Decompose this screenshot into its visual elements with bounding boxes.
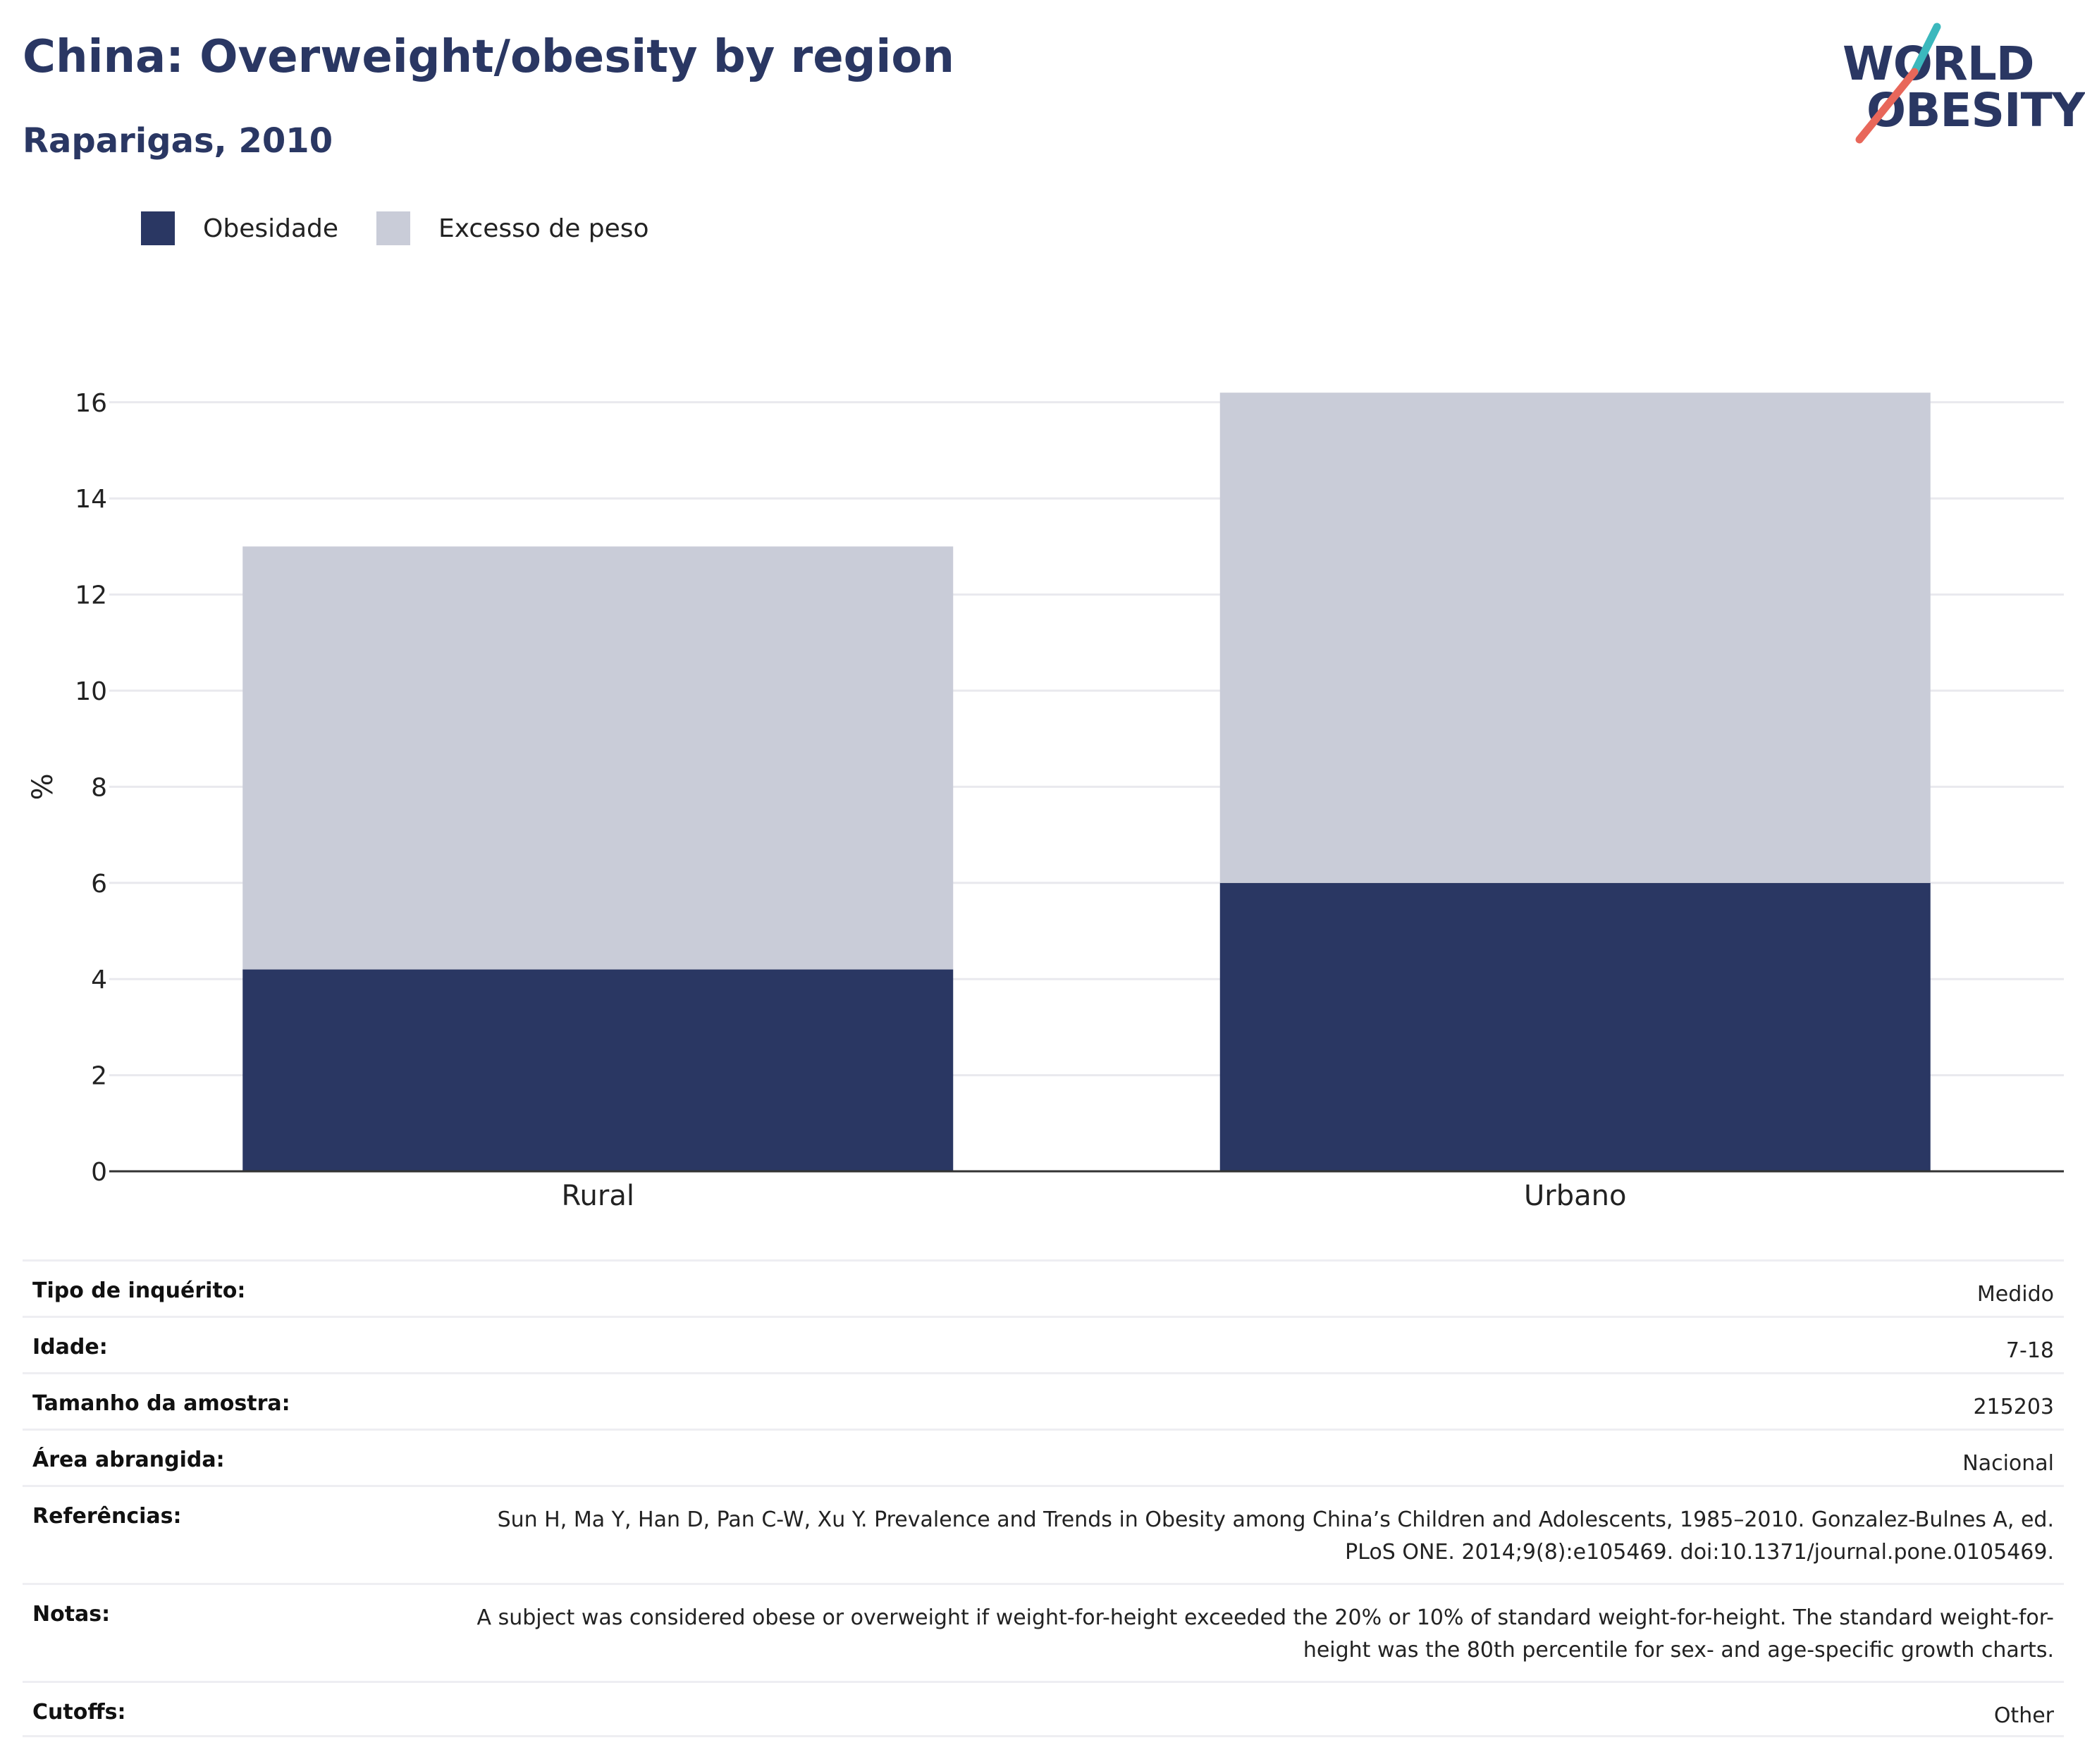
bar-obesidade-urbano xyxy=(1219,882,1931,1171)
bar-obesidade-rural xyxy=(242,969,954,1171)
info-row: Notas: A subject was considered obese or … xyxy=(23,1583,2064,1681)
y-axis-label: % xyxy=(27,773,59,800)
info-row: Tamanho da amostra: 215203 xyxy=(23,1372,2064,1429)
y-tick-label: 10 xyxy=(75,677,107,706)
info-value: Other xyxy=(1993,1703,2054,1728)
info-row: Área abrangida: Nacional xyxy=(23,1429,2064,1485)
info-key: Tipo de inquérito: xyxy=(32,1278,246,1303)
info-value: 215203 xyxy=(1973,1395,2054,1419)
logo-word-obesity: OBESITY xyxy=(1866,83,2085,137)
y-tick-label: 0 xyxy=(91,1158,107,1187)
bar-excesso-de-peso-urbano xyxy=(1219,393,1931,883)
y-tick-label: 16 xyxy=(75,389,107,418)
info-key: Idade: xyxy=(32,1335,108,1359)
info-row: Referências: Sun H, Ma Y, Han D, Pan C-W,… xyxy=(23,1485,2064,1583)
y-tick-label: 4 xyxy=(91,966,107,994)
info-row: Tipo de inquérito: Medido xyxy=(23,1259,2064,1316)
info-row: Idade: 7-18 xyxy=(23,1316,2064,1372)
info-value: A subject was considered obese or overwe… xyxy=(476,1605,2054,1663)
x-tick-label: Rural xyxy=(562,1180,634,1212)
info-value: Medido xyxy=(1976,1282,2054,1307)
info-row: Cutoffs: Other xyxy=(23,1681,2064,1737)
legend-label-excesso-de-peso: Excesso de peso xyxy=(438,214,649,243)
y-tick-label: 2 xyxy=(91,1062,107,1091)
logo-word-world: WORLD xyxy=(1843,37,2035,91)
logo-slash-icon xyxy=(1855,23,1941,144)
bar-excesso-de-peso-rural xyxy=(242,546,954,970)
y-tick-label: 6 xyxy=(91,870,107,899)
info-key: Área abrangida: xyxy=(32,1448,225,1472)
legend-swatch-excesso-de-peso xyxy=(376,211,410,245)
chart-title: China: Overweight/obesity by region xyxy=(23,31,954,83)
info-value: Nacional xyxy=(1962,1451,2054,1476)
info-key: Referências: xyxy=(32,1504,182,1529)
legend-swatch-obesidade xyxy=(141,211,175,245)
x-tick-label: Urbano xyxy=(1524,1180,1626,1212)
info-value: 7-18 xyxy=(2005,1338,2054,1363)
chart-subtitle: Raparigas, 2010 xyxy=(23,121,333,161)
survey-info-table: Tipo de inquérito: Medido Idade: 7-18 Tamanh… xyxy=(23,1259,2064,1737)
info-key: Cutoffs: xyxy=(32,1700,126,1725)
info-key: Notas: xyxy=(32,1602,111,1627)
world-obesity-logo: WORLD OBESITY xyxy=(1833,21,2085,148)
y-tick-label: 12 xyxy=(75,581,107,610)
info-value: Sun H, Ma Y, Han D, Pan C-W, Xu Y. Preva… xyxy=(497,1507,2054,1565)
y-tick-label: 8 xyxy=(91,773,107,802)
y-tick-label: 14 xyxy=(75,485,107,514)
stacked-bar-chart: 0 2 4 6 8 10 12 14 16% Rural Urbano xyxy=(27,389,2064,1212)
legend-label-obesidade: Obesidade xyxy=(203,214,339,243)
info-key: Tamanho da amostra: xyxy=(32,1391,290,1416)
